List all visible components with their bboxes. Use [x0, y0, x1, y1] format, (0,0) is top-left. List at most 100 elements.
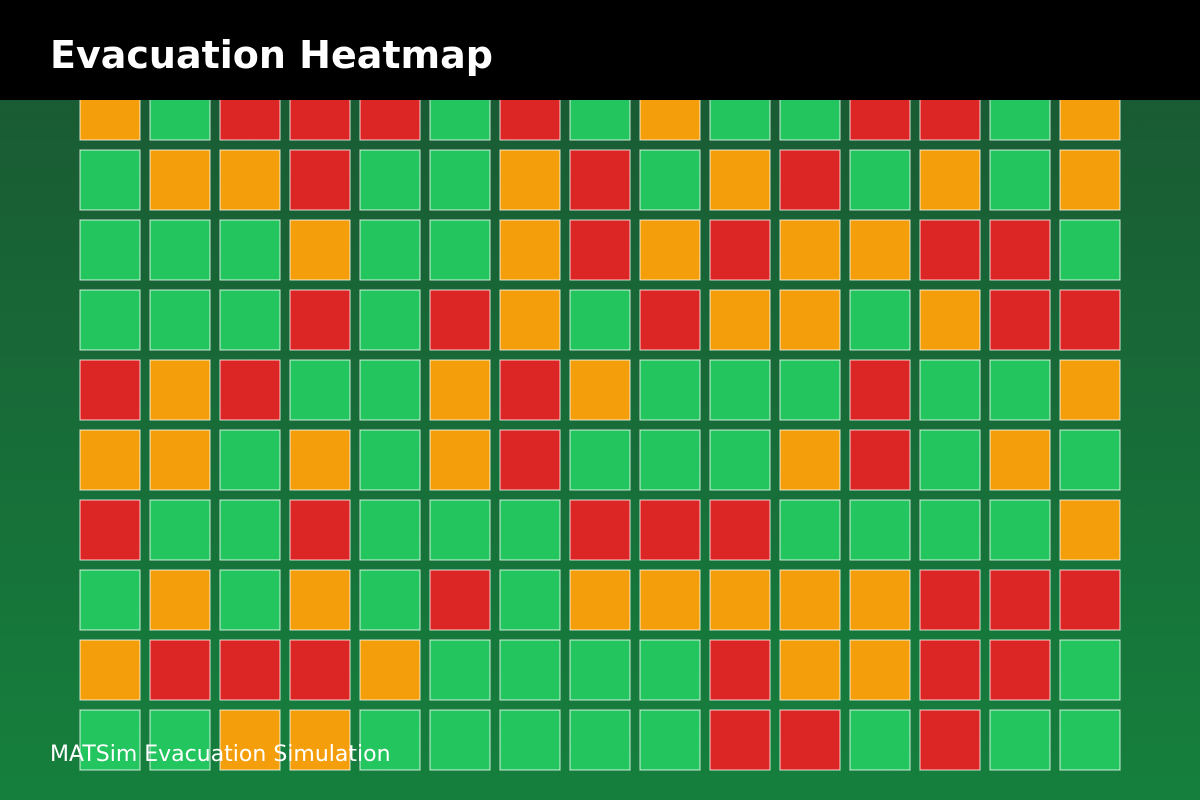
heatmap-cell: [429, 359, 491, 421]
heatmap-cell: [849, 219, 911, 281]
heatmap-cell: [79, 359, 141, 421]
heatmap-cell: [1059, 359, 1121, 421]
heatmap-cell: [779, 429, 841, 491]
heatmap-cell: [569, 359, 631, 421]
title: Evacuation Heatmap: [50, 33, 493, 77]
heatmap-cell: [429, 709, 491, 771]
heatmap-cell: [499, 219, 561, 281]
heatmap-cell: [359, 709, 421, 771]
heatmap-cell: [709, 149, 771, 211]
heatmap-cell: [779, 639, 841, 701]
heatmap-cell: [919, 219, 981, 281]
heatmap-cell: [989, 289, 1051, 351]
heatmap-cell: [989, 639, 1051, 701]
heatmap-cell: [149, 219, 211, 281]
heatmap-cell: [639, 569, 701, 631]
heatmap-cell: [639, 289, 701, 351]
heatmap-cell: [779, 499, 841, 561]
heatmap-cell: [289, 639, 351, 701]
heatmap-cell: [219, 569, 281, 631]
heatmap-cell: [639, 499, 701, 561]
heatmap-cell: [849, 289, 911, 351]
heatmap-cell: [429, 639, 491, 701]
heatmap-cell: [1059, 639, 1121, 701]
heatmap-cell: [989, 569, 1051, 631]
heatmap-cell: [709, 709, 771, 771]
heatmap-cell: [149, 359, 211, 421]
heatmap-cell: [849, 359, 911, 421]
heatmap-cell: [499, 639, 561, 701]
heatmap-cell: [569, 569, 631, 631]
heatmap-cell: [849, 639, 911, 701]
heatmap-cell: [429, 219, 491, 281]
heatmap-cell: [639, 429, 701, 491]
heatmap-cell: [429, 569, 491, 631]
heatmap-cell: [569, 219, 631, 281]
heatmap-cell: [359, 219, 421, 281]
heatmap-cell: [639, 359, 701, 421]
heatmap-cell: [429, 499, 491, 561]
heatmap-cell: [149, 149, 211, 211]
heatmap-cell: [429, 149, 491, 211]
heatmap-cell: [79, 569, 141, 631]
heatmap-cell: [569, 709, 631, 771]
heatmap-cell: [149, 569, 211, 631]
heatmap-cell: [779, 149, 841, 211]
heatmap-cell: [639, 149, 701, 211]
heatmap-cell: [499, 289, 561, 351]
heatmap-cell: [219, 639, 281, 701]
heatmap-cell: [149, 289, 211, 351]
heatmap-cell: [219, 499, 281, 561]
heatmap-cell: [779, 569, 841, 631]
heatmap-cell: [779, 359, 841, 421]
heatmap-cell: [569, 429, 631, 491]
heatmap-cell: [1059, 569, 1121, 631]
heatmap-cell: [149, 499, 211, 561]
heatmap-cell: [499, 709, 561, 771]
heatmap-cell: [79, 499, 141, 561]
heatmap-cell: [289, 289, 351, 351]
heatmap-cell: [639, 709, 701, 771]
heatmap-cell: [289, 499, 351, 561]
heatmap-cell: [779, 289, 841, 351]
heatmap-cell: [709, 569, 771, 631]
heatmap-cell: [499, 149, 561, 211]
heatmap-cell: [149, 429, 211, 491]
heatmap-cell: [1059, 219, 1121, 281]
heatmap-cell: [1059, 149, 1121, 211]
heatmap-cell: [289, 219, 351, 281]
heatmap-cell: [709, 359, 771, 421]
heatmap-cell: [79, 289, 141, 351]
heatmap-cell: [79, 639, 141, 701]
footer-text: MATSim Evacuation Simulation: [50, 742, 391, 767]
heatmap-cell: [919, 569, 981, 631]
heatmap-cell: [289, 429, 351, 491]
heatmap-cell: [499, 569, 561, 631]
heatmap-cell: [359, 289, 421, 351]
heatmap-cell: [219, 149, 281, 211]
header: Evacuation Heatmap: [0, 0, 1200, 100]
heatmap-cell: [919, 149, 981, 211]
heatmap-cell: [1059, 429, 1121, 491]
heatmap-cell: [569, 639, 631, 701]
heatmap-cell: [779, 219, 841, 281]
heatmap-cell: [919, 709, 981, 771]
heatmap-cell: [919, 499, 981, 561]
heatmap-cell: [289, 359, 351, 421]
heatmap-cell: [1059, 709, 1121, 771]
heatmap-cell: [1059, 289, 1121, 351]
heatmap-cell: [709, 289, 771, 351]
heatmap-cell: [219, 429, 281, 491]
heatmap-cell: [989, 359, 1051, 421]
heatmap-cell: [79, 149, 141, 211]
heatmap-cell: [499, 429, 561, 491]
heatmap-cell: [149, 639, 211, 701]
heatmap-cell: [919, 289, 981, 351]
heatmap-cell: [219, 219, 281, 281]
heatmap-cell: [359, 359, 421, 421]
heatmap-cell: [429, 429, 491, 491]
heatmap-cell: [989, 429, 1051, 491]
heatmap-cell: [919, 359, 981, 421]
